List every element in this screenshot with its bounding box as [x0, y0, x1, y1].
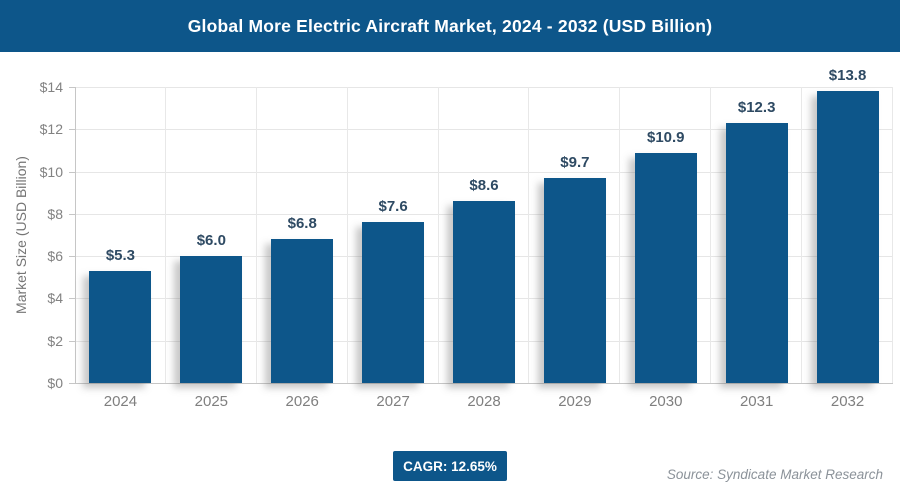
y-tick	[69, 213, 75, 215]
y-tick	[69, 171, 75, 173]
gridline-v	[164, 87, 166, 383]
gridline-h	[75, 87, 893, 88]
y-tick-label: $14	[39, 79, 63, 95]
bar	[89, 270, 152, 383]
y-tick-label: $6	[47, 248, 63, 265]
cagr-badge: CAGR: 12.65%	[393, 451, 507, 481]
x-tick-label: 2028	[467, 393, 501, 410]
gridline-v	[801, 87, 803, 383]
y-tick	[69, 298, 75, 300]
bar	[725, 122, 788, 383]
gridline-h	[75, 129, 893, 131]
bar-value-label: $7.6	[378, 198, 408, 216]
bar-value-label: $6.8	[287, 215, 317, 233]
y-tick	[69, 129, 75, 131]
x-axis-line	[75, 383, 893, 384]
x-tick-label: 2024	[103, 393, 138, 410]
y-tick-label: $10	[39, 163, 63, 180]
bar-value-label: $8.6	[469, 177, 499, 195]
gridline-v	[528, 87, 530, 383]
bar	[634, 152, 697, 383]
bar-value-label: $5.3	[105, 246, 136, 264]
chart-title: Global More Electric Aircraft Market, 20…	[187, 15, 713, 36]
gridline-v	[255, 87, 257, 383]
plot-area: $0 $2 $4 $6 $8 $10 $12 $14 $5.3 2024 $6.0 2025 $6.8 2…	[40, 67, 893, 410]
gridline-v	[710, 87, 712, 383]
gridline-v	[619, 87, 621, 383]
bar	[816, 91, 879, 383]
y-tick-label: $4	[47, 290, 63, 307]
chart-title-bar: Global More Electric Aircraft Market, 20…	[0, 0, 900, 52]
y-tick-label: $0	[47, 375, 63, 391]
y-axis-line	[75, 87, 76, 383]
x-tick-label: 2029	[558, 393, 592, 410]
x-tick-label: 2031	[739, 393, 774, 410]
y-axis-title: Market Size (USD Billion)	[13, 156, 29, 314]
y-tick-label: $12	[39, 121, 63, 138]
x-tick-label: 2032	[830, 393, 865, 410]
bar	[543, 177, 606, 383]
y-tick	[69, 87, 75, 88]
x-tick-label: 2025	[194, 393, 229, 410]
source-text: Source: Syndicate Market Research	[666, 467, 883, 482]
gridline-v	[437, 87, 439, 383]
y-tick	[69, 340, 75, 342]
x-tick-label: 2026	[285, 393, 319, 410]
bar	[180, 256, 243, 383]
y-tick	[69, 383, 75, 384]
x-tick-label: 2027	[376, 393, 410, 410]
bar-value-label: $12.3	[737, 98, 776, 116]
gridline-v	[346, 87, 348, 383]
bar-value-label: $10.9	[646, 128, 685, 146]
gridline-h	[75, 171, 893, 173]
gridline-v	[892, 87, 893, 383]
y-tick	[69, 256, 75, 258]
bar	[362, 222, 425, 383]
bar	[271, 239, 334, 383]
y-tick-label: $2	[47, 332, 63, 349]
bar-value-label: $13.8	[828, 67, 867, 85]
bar	[453, 201, 515, 383]
bar-value-label: $9.7	[560, 153, 590, 171]
x-tick-label: 2030	[649, 393, 683, 410]
y-tick-label: $8	[47, 205, 63, 222]
bar-value-label: $6.0	[196, 232, 226, 250]
